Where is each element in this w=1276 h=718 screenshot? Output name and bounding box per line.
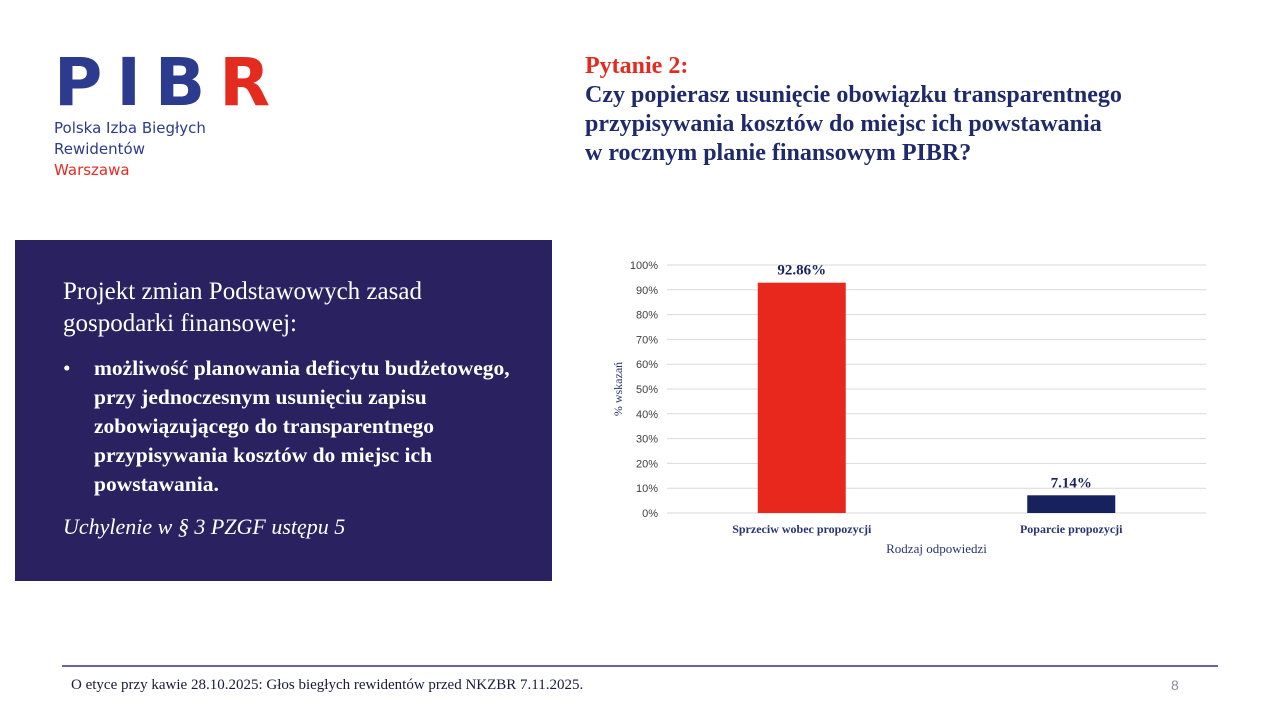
question-number: Pytanie 2: xyxy=(585,53,689,79)
panel-note: Uchylenie w § 3 PZGF ustępu 5 xyxy=(63,514,346,539)
bullet-marker: • xyxy=(63,356,71,380)
chart-svg: 0% 10% 20% 30% 40% 50% 60% 70% 80% 90% 100% 92.86% S… xyxy=(611,260,1206,556)
bar-chart: 0% 10% 20% 30% 40% 50% 60% 70% 80% 90% 100% 92.86% S… xyxy=(600,250,1220,570)
panel-bullet: • możliwość planowania deficytu budżetow… xyxy=(63,354,522,499)
logo-mark: PIBR xyxy=(54,50,270,116)
panel-heading: Projekt zmian Podstawowych zasad gospoda… xyxy=(63,278,422,337)
y-tick-label-100: 100% xyxy=(630,260,658,272)
y-tick-label-0: 0% xyxy=(642,508,658,520)
x-tick-label-2: Poparcie propozycji xyxy=(1020,522,1123,536)
data-label-1: 92.86% xyxy=(777,263,826,279)
logo-org-line2: Rewidentów xyxy=(54,140,145,158)
x-tick-label-1: Sprzeciw wobec propozycji xyxy=(732,522,872,536)
pibr-logo: PIBR Polska Izba Biegłych Rewidentów War… xyxy=(54,50,270,181)
y-tick-label-20: 20% xyxy=(636,458,658,470)
logo-mark-main: PIB xyxy=(54,44,220,121)
logo-mark-accent: R xyxy=(219,44,271,121)
logo-city: Warszawa xyxy=(54,161,130,179)
logo-org-line1: Polska Izba Biegłych xyxy=(54,119,206,137)
y-tick-label-10: 10% xyxy=(636,483,658,495)
info-panel: Projekt zmian Podstawowych zasad gospoda… xyxy=(15,240,552,581)
data-label-2: 7.14% xyxy=(1051,475,1092,491)
question-text: Czy popierasz usunięcie obowiązku transp… xyxy=(585,82,1122,166)
y-axis-title: % wskazań xyxy=(611,362,625,416)
bar-2 xyxy=(1027,495,1116,513)
page-number: 8 xyxy=(1171,677,1179,693)
bar-1 xyxy=(757,282,846,513)
y-tick-label-30: 30% xyxy=(636,434,658,446)
x-axis-title: Rodzaj odpowiedzi xyxy=(886,541,987,556)
y-tick-label-70: 70% xyxy=(636,334,658,346)
footer-divider xyxy=(62,665,1218,667)
slide-title: Pytanie 2: Czy popierasz usunięcie obowi… xyxy=(585,52,1245,168)
y-tick-label-40: 40% xyxy=(636,409,658,421)
y-tick-label-50: 50% xyxy=(636,384,658,396)
footer-text: O etyce przy kawie 28.10.2025: Głos bieg… xyxy=(71,677,584,693)
y-tick-label-90: 90% xyxy=(636,285,658,297)
bullet-text: możliwość planowania deficytu budżetoweg… xyxy=(94,356,510,496)
y-tick-label-80: 80% xyxy=(636,310,658,322)
y-tick-label-60: 60% xyxy=(636,359,658,371)
